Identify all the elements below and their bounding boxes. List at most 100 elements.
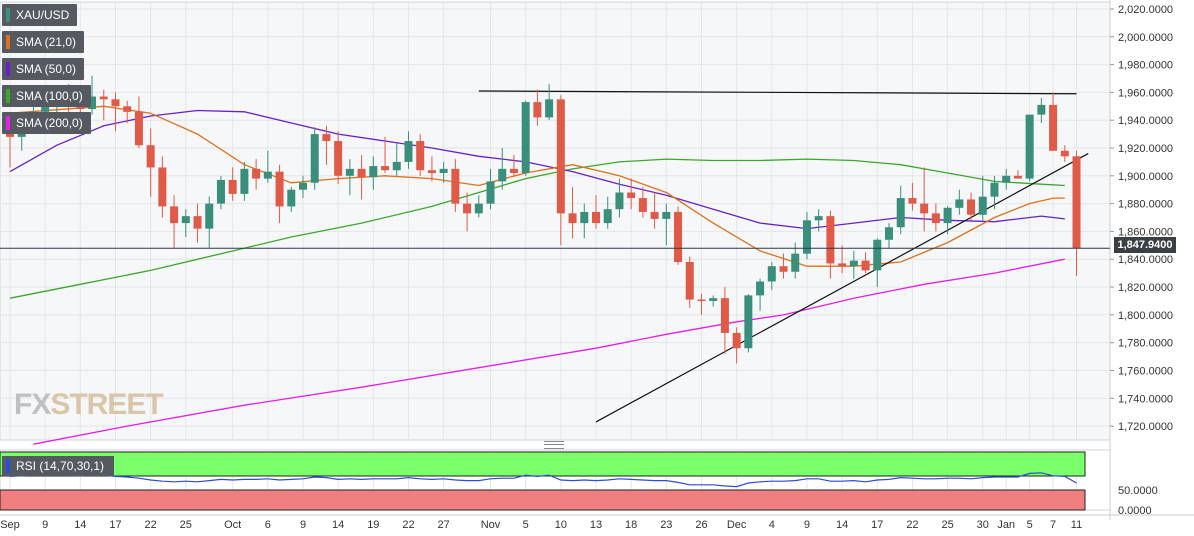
candle-body <box>41 106 50 112</box>
x-tick-label: 14 <box>332 519 344 531</box>
current-price-tag: 1,847.9400 <box>1114 237 1176 253</box>
candle-body <box>662 211 671 219</box>
y-tick-label: 1,980.0000 <box>1118 60 1173 72</box>
y-tick-label: 2,020.0000 <box>1118 4 1173 16</box>
candle-body <box>627 192 636 199</box>
candle-body <box>814 216 823 221</box>
candle-body <box>896 198 905 228</box>
candle-body <box>521 102 530 174</box>
x-tick-label: 27 <box>438 519 450 531</box>
candle-body <box>498 168 507 182</box>
candle-body <box>287 189 296 207</box>
candle-body <box>1049 104 1058 151</box>
candle-body <box>533 102 542 118</box>
legend-sma-100[interactable]: SMA (100,0) <box>2 85 91 107</box>
candle-body <box>369 166 378 178</box>
y-tick-label: 1,940.0000 <box>1118 115 1173 127</box>
sma-50-line <box>9 109 1065 230</box>
y-tick-label: 1,720.0000 <box>1118 421 1173 433</box>
x-tick-label: 22 <box>402 519 414 531</box>
x-tick-label: 11 <box>1071 519 1082 531</box>
candle-body <box>1013 175 1022 179</box>
candle-body <box>545 99 554 118</box>
legend-sma-21[interactable]: SMA (21,0) <box>2 31 85 53</box>
candle-body <box>779 266 788 272</box>
candle-body <box>967 199 976 215</box>
y-tick-label: 1,840.0000 <box>1118 254 1173 266</box>
x-tick-label: 9 <box>804 519 810 531</box>
candle-body <box>990 182 999 197</box>
x-tick-label: 23 <box>660 519 672 531</box>
candle-body <box>709 298 718 301</box>
x-tick-label: Nov <box>481 519 501 531</box>
candle-body <box>1037 104 1046 115</box>
legend-xauusd[interactable]: XAU/USD <box>2 4 78 26</box>
candle-body <box>931 213 940 224</box>
y-tick-label: 1,780.0000 <box>1118 338 1173 350</box>
candle-body <box>416 141 425 171</box>
legend-swatch <box>6 8 10 22</box>
candle-body <box>392 161 401 171</box>
candle-body <box>943 207 952 224</box>
x-tick-label: 22 <box>145 519 157 531</box>
y-tick-label: 1,820.0000 <box>1118 282 1173 294</box>
candle-body <box>6 131 14 137</box>
candle-body <box>193 216 202 229</box>
candle-body <box>88 96 97 110</box>
x-tick-label: 4 <box>769 519 775 531</box>
candle-body <box>603 209 612 224</box>
candle-body <box>767 266 776 282</box>
candle-body <box>322 134 331 142</box>
legend-swatch <box>6 116 10 130</box>
rsi-overbought-zone <box>0 451 1086 477</box>
candle-body <box>404 141 413 162</box>
rsi-legend[interactable]: RSI (14,70,30,1) <box>2 456 115 476</box>
candle-body <box>732 332 741 349</box>
legend-sma-50[interactable]: SMA (50,0) <box>2 58 85 80</box>
x-tick-label: 17 <box>871 519 883 531</box>
pane-resize-handle[interactable] <box>544 441 564 449</box>
candle-body <box>451 168 460 204</box>
candle-body <box>873 239 882 271</box>
candle-body <box>216 179 225 204</box>
candle-body <box>275 171 284 207</box>
candle-body <box>697 299 706 302</box>
rsi-oversold-zone <box>0 489 1086 511</box>
candle-body <box>685 262 694 300</box>
candle-body <box>955 199 964 208</box>
candle-body <box>580 211 589 224</box>
candle-body <box>1072 156 1081 249</box>
candle-body <box>334 141 343 176</box>
main-pane <box>0 1 1111 441</box>
candle-body <box>509 168 518 174</box>
x-tick-label: 5 <box>523 519 529 531</box>
rsi-line <box>9 472 1077 488</box>
x-tick-label: 9 <box>300 519 306 531</box>
x-tick-label: Oct <box>224 519 241 531</box>
candle-body <box>826 216 835 264</box>
candle-body <box>463 203 472 214</box>
candle-body <box>170 206 179 224</box>
x-tick-label: 7 <box>1050 519 1056 531</box>
candle-body <box>744 295 753 349</box>
legend-sma-200[interactable]: SMA (200,0) <box>2 112 91 134</box>
candle-body <box>252 168 261 179</box>
x-tick-label: Jan <box>997 519 1015 531</box>
candle-body <box>756 281 765 296</box>
x-tick-label: 9 <box>42 519 48 531</box>
x-tick-label: 14 <box>836 519 848 531</box>
candle-body <box>381 166 390 171</box>
y-tick-label: 1,760.0000 <box>1118 365 1173 377</box>
y-tick-label: 1,880.0000 <box>1118 199 1173 211</box>
x-tick-label: 26 <box>695 519 707 531</box>
legend-swatch <box>6 62 10 76</box>
x-tick-label: 17 <box>109 519 121 531</box>
candle-body <box>556 99 565 214</box>
support-trendline <box>595 153 1089 423</box>
legend-swatch <box>6 89 10 103</box>
candle-body <box>158 167 167 207</box>
resistance-trendline <box>478 90 1077 95</box>
candle-body <box>861 260 870 271</box>
candle-body <box>181 216 190 224</box>
